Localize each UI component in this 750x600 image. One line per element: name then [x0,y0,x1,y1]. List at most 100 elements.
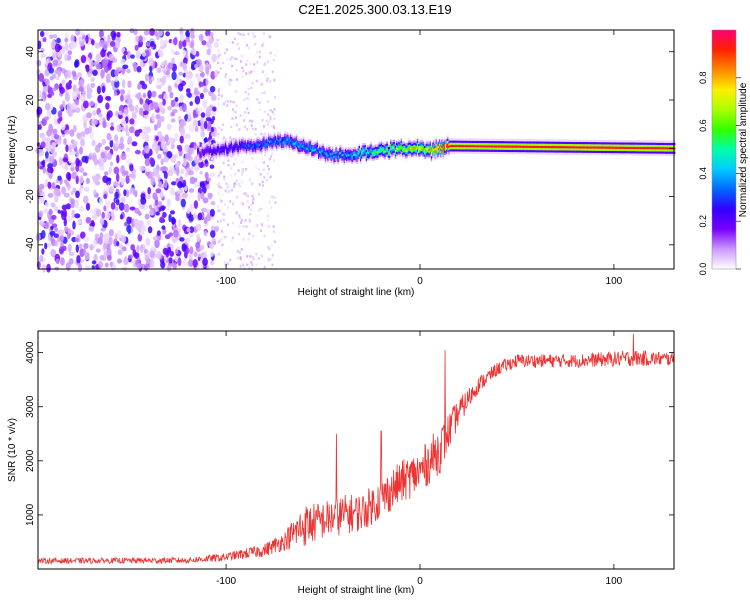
spectrogram-cell [222,143,224,146]
spectrogram-cell [624,148,626,152]
spectrogram-frame [37,29,675,270]
spectrogram-cell [658,140,661,143]
spectrogram-cell [571,150,573,153]
spectrogram-cell [244,151,247,154]
spectrogram-cell [187,147,193,157]
spectrogram-cell [579,146,582,149]
spectrogram-cell [395,149,398,152]
spectrogram-cell [246,107,249,110]
spectrogram-cell [592,139,594,143]
spectrogram-cell [197,143,199,146]
spectrogram-cell [536,147,539,151]
spectrogram-cell [127,254,133,259]
spectrogram-cell [341,149,343,152]
spectrogram-cell [508,151,511,155]
spectrogram-cell [379,155,382,158]
spectrogram-cell [664,149,667,152]
spectrogram-cell [363,154,365,157]
spectrogram-cell [188,258,194,267]
spectrogram-cell [95,53,102,62]
spectrogram-cell [226,223,229,226]
spectrogram-cell [202,88,208,93]
spectrogram-cell [348,153,350,157]
spectrogram-cell [200,155,202,158]
spectrogram-cell [520,147,522,150]
spectrogram-cell [604,148,606,151]
spectrogram-cell [241,66,244,70]
spectrogram-cell [256,143,258,146]
spectrogram-cell [186,208,191,214]
spectrogram-cell [126,68,131,74]
spectrogram-cell [83,242,89,250]
spectrogram-cell [515,152,518,155]
spectrogram-cell [198,156,200,159]
spectrogram-cell [177,219,182,228]
spectrogram-cell [646,140,648,143]
spectrogram-cell [419,150,421,153]
spectrogram-cell [271,144,273,147]
spectrogram-cell [235,111,237,114]
spectrogram-cell [238,225,241,228]
spectrogram-cell [625,153,627,156]
spectrogram-cell [256,79,259,82]
spectrogram-cell [570,152,572,155]
spectrogram-cell [273,145,276,148]
spectrogram-cell [137,211,142,216]
spectrogram-cell [311,155,313,158]
spectrogram-cell [564,141,566,144]
spectrogram-cell [277,136,279,139]
spectrogram-cell [614,144,617,147]
spectrogram-cell [328,155,330,158]
spectrogram-cell [551,141,554,144]
spectrogram-cell [338,156,341,159]
spectrogram-cell [667,149,669,152]
spectrogram-cell [229,100,232,103]
spectrogram-cell [228,40,231,44]
spectrogram-cell [221,193,224,196]
spectrogram-cell [512,141,514,144]
spectrogram-cell [426,139,428,142]
spectrogram-cell [456,147,458,150]
spectrogram-cell [180,198,186,208]
spectrogram-cell [539,152,541,155]
spectrogram-cell [257,145,259,148]
spectrogram-cell [208,154,210,157]
spectrogram-cell [332,157,334,160]
spectrogram-cell [576,148,578,151]
spectrogram-cell [248,142,250,145]
spectrogram-cell [145,237,151,247]
spectrogram-cell [261,151,263,155]
spectrogram-cell [206,48,211,56]
spectrogram-cell [362,147,364,150]
spectrogram-cell [355,147,357,150]
spectrogram-cell [462,142,464,145]
spectrogram-cell [674,140,676,143]
spectrogram-cell [585,146,587,149]
spectrogram-cell [497,147,499,150]
spectrogram-cell [224,99,227,103]
spectrogram-cell [214,156,216,159]
spectrogram-cell [626,140,628,143]
spectrogram-cell [637,151,640,154]
spectrogram-cell [394,145,397,148]
spectrogram-cell [571,148,573,151]
spectrogram-cell [547,145,549,149]
spectrogram-cell [590,148,592,151]
spectrogram-cell [617,153,619,156]
spectrogram-cell [179,237,185,242]
spectrogram-cell [51,214,57,220]
spectrogram-cell [457,142,459,145]
spectrogram-cell [624,142,626,145]
spectrogram-cell [590,150,592,153]
spectrogram-cell [264,144,266,147]
spectrogram-cell [379,148,382,151]
spectrogram-cell [515,145,518,148]
spectrogram-cell [408,144,411,147]
spectrogram-cell [244,142,247,145]
spectrogram-cell [257,138,259,142]
spectrogram-cell [217,148,220,151]
spectrogram-cell [563,146,565,149]
spectrogram-cell [434,158,436,162]
spectrogram-cell [323,154,326,157]
